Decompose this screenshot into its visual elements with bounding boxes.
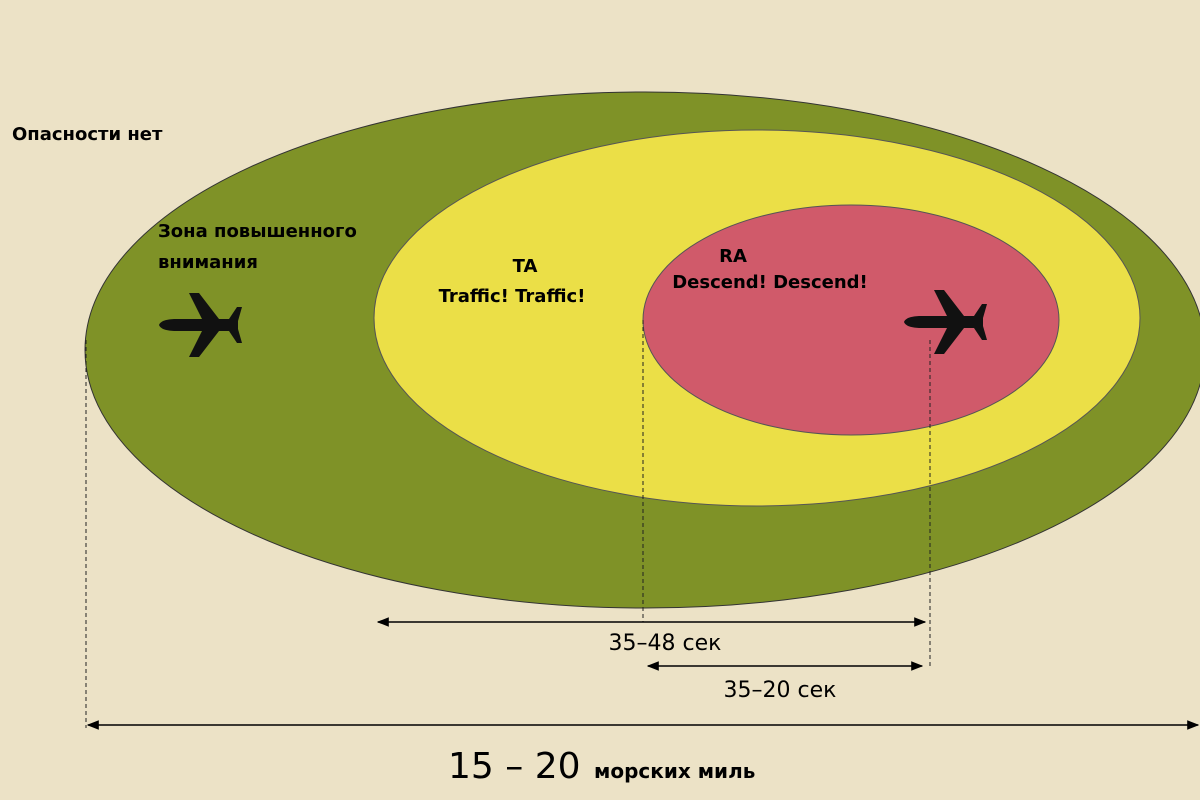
ta-label: TA <box>513 256 538 277</box>
ra-time: 35–20 сек <box>724 678 837 703</box>
ra-message: Descend! Descend! <box>672 272 868 293</box>
caution-label: внимания <box>158 252 258 273</box>
ta-time: 35–48 сек <box>609 631 722 656</box>
caution-label: Зона повышенного <box>158 221 357 242</box>
no-danger-label: Опасности нет <box>12 124 163 145</box>
ra-label: RA <box>719 246 747 267</box>
ra-zone <box>642 204 1060 436</box>
range-value: 15 – 20 <box>448 746 581 787</box>
range-unit: морских миль <box>594 759 755 783</box>
ta-message: Traffic! Traffic! <box>439 286 586 307</box>
